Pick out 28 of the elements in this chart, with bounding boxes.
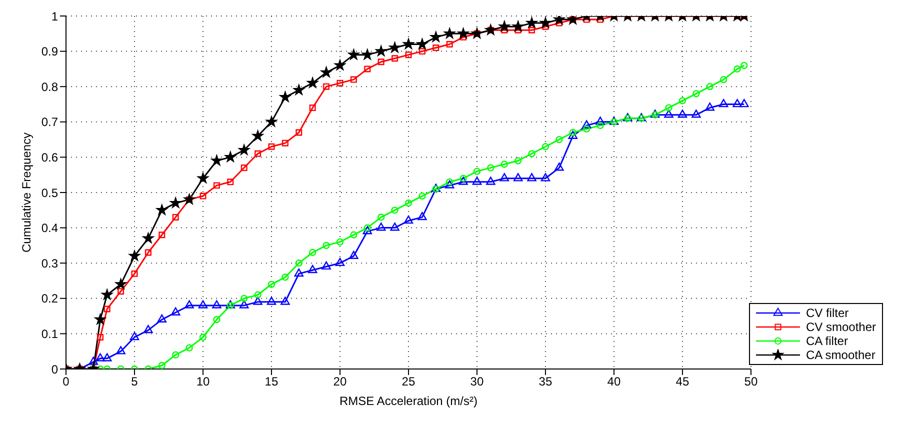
x-axis-title: RMSE Acceleration (m/s²) <box>339 394 478 408</box>
x-tick-label: 10 <box>196 374 210 389</box>
legend-label: CA filter <box>806 334 848 348</box>
y-tick-label: 0.6 <box>41 150 58 164</box>
legend-label: CA smoother <box>806 348 876 362</box>
y-tick-label: 0.1 <box>41 326 58 341</box>
x-tick-label: 45 <box>676 374 690 389</box>
y-tick-label: 0.8 <box>41 80 58 94</box>
y-tick-label: 0.4 <box>41 221 58 236</box>
y-tick-label: 0.9 <box>41 44 58 59</box>
x-tick-label: 50 <box>744 374 758 389</box>
y-tick-label: 0.3 <box>41 256 58 270</box>
y-tick-label: 1 <box>51 9 58 24</box>
legend-label: CV filter <box>806 306 849 320</box>
x-tick-label: 15 <box>264 374 278 389</box>
y-tick-label: 0.7 <box>41 115 58 130</box>
x-tick-label: 20 <box>333 374 347 389</box>
legend-label: CV smoother <box>806 320 876 334</box>
y-axis-title: Cumulative Frequency <box>19 132 34 252</box>
x-tick-label: 25 <box>402 374 416 389</box>
x-tick-label: 5 <box>131 374 138 389</box>
x-tick-label: 40 <box>607 374 621 389</box>
y-tick-label: 0 <box>51 362 58 376</box>
x-tick-label: 0 <box>62 374 70 389</box>
x-tick-label: 30 <box>470 374 484 389</box>
x-tick-label: 35 <box>538 374 552 389</box>
y-tick-label: 0.5 <box>41 186 58 200</box>
y-tick-label: 0.2 <box>41 292 58 306</box>
